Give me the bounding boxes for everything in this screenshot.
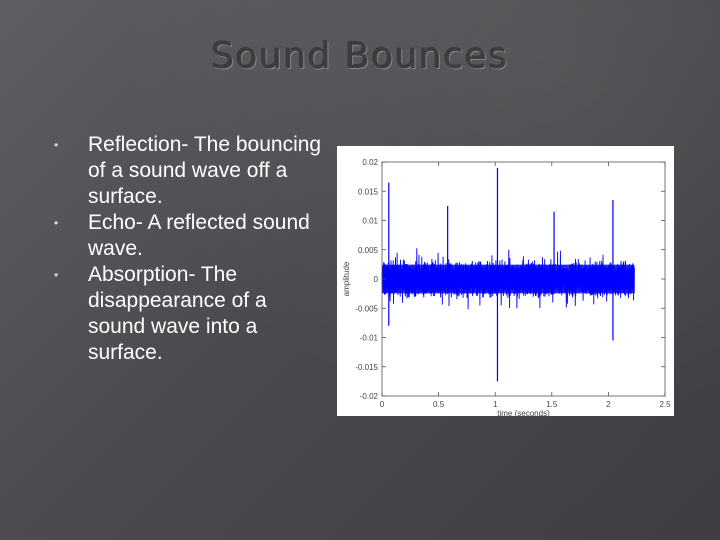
x-tick-label: 1.5: [546, 400, 558, 409]
y-tick-label: 0.01: [362, 217, 378, 226]
y-tick-label: 0.005: [358, 246, 379, 255]
x-tick-label: 2: [606, 400, 611, 409]
waveform-chart-svg: 0 0.5 1 1.5 2 2.5 0.02 0.015 0.01 0.005 0 -0.005 -0.…: [342, 158, 671, 416]
y-axis-label: amplitude: [342, 261, 351, 296]
slide-title: Sound Bounces: [211, 36, 509, 77]
x-axis-label: time (seconds): [497, 409, 550, 416]
y-tick-label: -0.005: [355, 304, 378, 313]
y-tick-label: 0.02: [362, 158, 378, 167]
x-tick-label: 2.5: [659, 400, 671, 409]
y-tick-label: -0.02: [360, 392, 379, 401]
bullet-text: Reflection- The bouncing of a sound wave…: [88, 133, 322, 208]
bullet-item-absorption: • Absorption- The disappearance of a sou…: [52, 262, 327, 366]
waveform-dense-band: [382, 264, 635, 294]
bullet-icon: •: [54, 138, 59, 152]
x-tick-label: 1: [493, 400, 498, 409]
y-tick-label: -0.015: [355, 363, 378, 372]
x-tick-label: 0: [380, 400, 385, 409]
bullet-item-reflection: • Reflection- The bouncing of a sound wa…: [52, 132, 327, 210]
bullet-list: • Reflection- The bouncing of a sound wa…: [52, 132, 327, 366]
bullet-icon: •: [54, 216, 59, 230]
y-tick-label: 0.015: [358, 187, 379, 196]
waveform-chart: 0 0.5 1 1.5 2 2.5 0.02 0.015 0.01 0.005 0 -0.005 -0.…: [337, 146, 674, 416]
x-tick-label: 0.5: [433, 400, 445, 409]
y-tick-label: 0: [374, 275, 379, 284]
bullet-text: Absorption- The disappearance of a sound…: [88, 263, 267, 364]
y-tick-label: -0.01: [360, 334, 379, 343]
bullet-text: Echo- A reflected sound wave.: [88, 211, 310, 260]
bullet-icon: •: [54, 268, 59, 282]
bullet-item-echo: • Echo- A reflected sound wave.: [52, 210, 327, 262]
